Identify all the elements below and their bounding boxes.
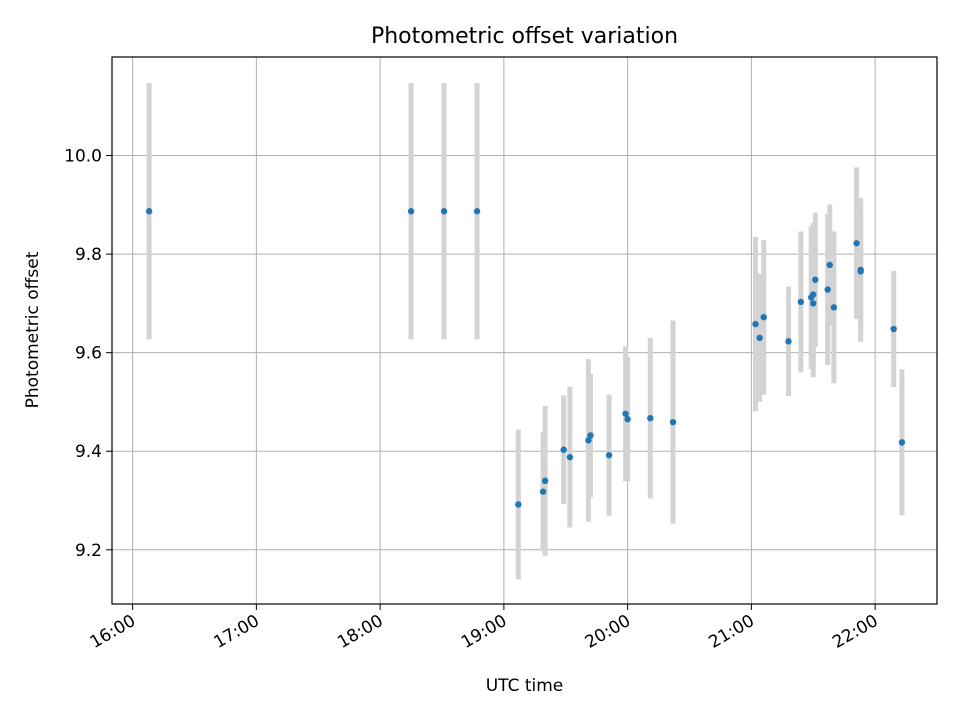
data-point [541,477,549,485]
x-tick-label: 20:00 [582,611,634,653]
data-point [890,325,897,333]
y-tick-label: 10.0 [64,147,102,167]
x-tick-label: 19:00 [458,611,510,653]
data-point [857,268,864,275]
data-point [560,446,567,453]
x-axis-label: UTC time [486,676,564,696]
plot-frame [111,56,938,605]
y-axis-ticks: 9.2 9.4 9.6 9.8 10.0 [64,147,112,561]
x-tick-label: 16:00 [87,611,139,653]
data-point [647,415,654,422]
data-point [756,334,763,342]
data-point [473,208,481,215]
data-point [752,320,759,328]
data-point [826,261,833,269]
y-tick-label: 9.2 [75,541,102,561]
data-point [898,439,906,446]
data-point [760,313,767,321]
data-point [853,240,860,247]
data-point [440,208,448,215]
data-point [605,451,613,459]
y-tick-label: 9.8 [75,245,102,265]
data-point [812,276,819,283]
y-tick-label: 9.6 [75,344,102,364]
x-tick-label: 18:00 [334,611,386,653]
data-point [622,410,629,417]
y-axis-label: Photometric offset [23,251,43,408]
data-points [145,208,906,508]
chart-title: Photometric offset variation [371,24,678,49]
data-point [824,286,831,293]
data-point [585,437,592,444]
data-point [797,298,805,306]
data-point [515,501,522,508]
data-point [587,432,594,439]
data-point [830,304,838,311]
y-tick-label: 9.4 [75,442,102,462]
x-tick-label: 22:00 [829,611,881,653]
data-point [539,488,547,495]
data-point [145,208,153,215]
x-axis-ticks: 16:00 17:00 18:00 19:00 20:00 21:00 22:00 [87,604,882,653]
error-bars [146,83,905,580]
data-point [669,418,677,426]
data-point [785,338,792,345]
x-tick-label: 21:00 [705,611,757,653]
data-point [810,291,817,298]
data-point [407,208,415,215]
data-point [810,300,817,307]
x-tick-label: 17:00 [210,611,262,653]
data-point [566,453,574,461]
data-point [624,416,631,423]
